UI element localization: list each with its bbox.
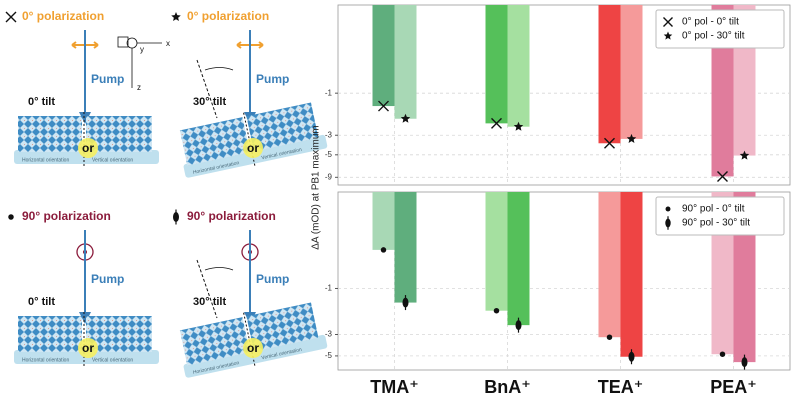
marker-x xyxy=(491,117,502,129)
marker-x xyxy=(717,170,728,182)
bar xyxy=(485,192,508,311)
bar xyxy=(507,5,530,127)
y-tick-label: -9 xyxy=(325,172,333,181)
x-tick-label: PEA⁺ xyxy=(710,377,757,397)
y-tick-label: -1 xyxy=(325,88,333,97)
focus-spot xyxy=(243,138,263,158)
tilt-label: 0° tilt xyxy=(28,96,55,108)
tilt-arc xyxy=(204,267,234,271)
bar xyxy=(620,5,643,139)
marker-star xyxy=(513,121,524,131)
lattice-left xyxy=(18,116,82,152)
y-tick-label: -3 xyxy=(325,130,333,139)
legend-label: 0° pol - 30° tilt xyxy=(682,31,745,42)
polarization-label: 0° polarization xyxy=(187,9,269,23)
lattice-left xyxy=(179,317,250,366)
tilt-arc xyxy=(204,67,234,71)
bar xyxy=(485,5,508,124)
or-label: or xyxy=(247,141,259,155)
axes-origin xyxy=(126,37,138,49)
lattice-right xyxy=(246,302,319,352)
marker-dot xyxy=(493,307,500,314)
bar xyxy=(394,192,417,303)
marker-dot xyxy=(8,214,14,220)
axis-letter: z xyxy=(137,83,141,92)
y-tick-label: -5 xyxy=(325,150,333,159)
horizontal-label: Horizontal orientation xyxy=(22,157,69,163)
y-tick-label: -5 xyxy=(325,351,333,360)
tilt-label: 0° tilt xyxy=(28,296,55,308)
axes-box xyxy=(117,36,129,48)
polarization-label: 90° polarization xyxy=(22,209,111,223)
legend-label: 90° pol - 0° tilt xyxy=(682,204,745,215)
marker-star xyxy=(626,133,637,143)
pump-label: Pump xyxy=(256,72,289,86)
lattice-right xyxy=(246,102,319,152)
pump-label: Pump xyxy=(256,272,289,286)
marker-dot xyxy=(665,206,671,212)
legend-label: 90° pol - 30° tilt xyxy=(682,218,750,229)
or-label: or xyxy=(82,141,94,155)
vertical-label: Vertical orientation xyxy=(92,357,133,363)
lattice-left xyxy=(179,117,250,166)
focus-spot xyxy=(78,338,98,358)
marker-x xyxy=(5,11,17,23)
focus-spot xyxy=(243,338,263,358)
marker-star xyxy=(171,12,181,22)
or-label: or xyxy=(82,341,94,355)
tilt-axis xyxy=(196,259,218,319)
bar xyxy=(372,192,395,250)
polarization-label: 90° polarization xyxy=(187,209,276,223)
marker-diamond xyxy=(628,351,635,362)
x-tick-label: BnA⁺ xyxy=(484,377,531,397)
marker-diamond xyxy=(741,357,748,368)
axis-letter: x xyxy=(166,39,170,48)
pump-label: Pump xyxy=(91,272,124,286)
marker-diamond xyxy=(515,320,522,331)
horizontal-label: Horizontal orientation xyxy=(22,357,69,363)
polarization-label: 0° polarization xyxy=(22,9,104,23)
marker-star xyxy=(663,31,673,40)
marker-star xyxy=(739,150,750,160)
or-label: or xyxy=(247,341,259,355)
marker-x xyxy=(663,17,673,27)
marker-star xyxy=(400,113,411,123)
bar xyxy=(598,192,621,338)
x-tick-label: TEA⁺ xyxy=(598,377,644,397)
marker-diamond xyxy=(402,297,409,308)
legend-box xyxy=(655,196,785,236)
marker-x xyxy=(378,100,389,112)
y-tick-label: -1 xyxy=(325,284,333,293)
tilt-label: 30° tilt xyxy=(193,96,226,108)
marker-dot xyxy=(380,247,387,253)
focus-spot xyxy=(78,138,98,158)
marker-diamond xyxy=(665,218,671,228)
marker-x xyxy=(604,137,615,149)
x-tick-label: TMA⁺ xyxy=(370,377,419,397)
axis-letter: y xyxy=(140,45,144,54)
pump-label: Pump xyxy=(91,72,124,86)
legend-label: 0° pol - 0° tilt xyxy=(682,17,739,28)
y-axis-label: ΔA (mOD) at PB1 maximum xyxy=(311,125,322,249)
tilt-label: 30° tilt xyxy=(193,296,226,308)
legend-box xyxy=(655,9,785,49)
bar xyxy=(598,5,621,144)
bar xyxy=(372,5,395,107)
sample: Horizontal orientation Vertical orientati… xyxy=(14,112,159,166)
vertical-label: Vertical orientation xyxy=(92,157,133,163)
y-tick-label: -3 xyxy=(325,330,333,339)
marker-dot xyxy=(719,351,726,357)
lattice-left xyxy=(18,316,82,352)
marker-diamond xyxy=(173,212,179,222)
bar xyxy=(507,192,530,326)
bar xyxy=(620,192,643,357)
marker-dot xyxy=(606,334,613,340)
tilt-axis xyxy=(196,59,218,119)
bar xyxy=(394,5,417,119)
